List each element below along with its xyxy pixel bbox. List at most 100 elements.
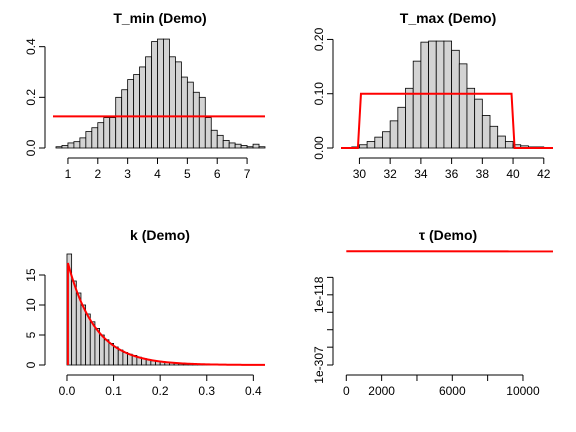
panel-k-bar: [122, 351, 128, 366]
panel-t-max: T_max (Demo) 30 32 34 36 38 40 42 0.00 0.10 0.20: [312, 10, 553, 181]
panel-k-title: k (Demo): [130, 227, 190, 243]
panel-t-min-y-tick-label: 0.0: [24, 139, 38, 156]
panel-k-bar: [85, 313, 91, 366]
panel-k-x-tick-label: 0.3: [198, 384, 215, 398]
panel-t-min-bar: [73, 141, 81, 149]
panel-tau-title: τ (Demo): [419, 227, 477, 243]
panel-t-max-bar: [359, 144, 368, 149]
panel-tau-x-tick-label: 6000: [439, 384, 466, 398]
panel-t-min-bar: [246, 146, 254, 149]
panel-k-bar: [94, 327, 100, 366]
panel-t-max-y-tick-label: 0.10: [312, 82, 326, 106]
panel-t-min-bar: [157, 38, 164, 149]
panel-t-max-bar: [412, 60, 422, 149]
panel-t-max-bar: [374, 136, 383, 149]
panel-t-max-bar: [366, 141, 376, 149]
panel-t-max-red-curve: [341, 92, 553, 149]
panel-t-max-bar: [382, 131, 391, 149]
panel-t-max-density-curve: [341, 92, 553, 149]
panel-t-max-bar: [389, 120, 399, 149]
panel-k-bar: [71, 280, 77, 366]
panel-t-min-bar: [79, 137, 87, 149]
panel-t-min-x-tick-label: 1: [65, 167, 72, 181]
panel-t-min-bar: [139, 66, 146, 149]
panel-t-max-y-tick-label: 0.00: [312, 136, 326, 160]
panel-tau-y-axis: 1e-118 1e-307: [312, 276, 334, 384]
panel-k-y-axis: 0 5 10 15: [24, 268, 46, 368]
panel-t-max-bar: [458, 63, 468, 149]
panel-t-min-bar: [216, 134, 224, 149]
panel-t-min-bar: [151, 41, 158, 149]
panel-t-max-x-tick-label: 38: [476, 167, 490, 181]
panel-t-max-x-tick-label: 36: [445, 167, 459, 181]
panel-k-density-curve: [66, 262, 265, 366]
panel-t-max-title: T_max (Demo): [400, 10, 496, 26]
panel-t-max-y-axis: 0.00 0.10 0.20: [312, 27, 334, 160]
panel-t-min-bar: [198, 96, 206, 149]
panel-t-max-bar: [420, 41, 429, 149]
panel-t-min-bar: [55, 146, 63, 149]
panel-k-bar: [108, 342, 114, 366]
panel-k-bar: [103, 339, 110, 366]
panel-t-max-x-tick-label: 40: [506, 167, 520, 181]
panel-k-x-tick-label: 0.4: [245, 384, 262, 398]
panel-t-min-x-tick-label: 3: [124, 167, 131, 181]
panel-t-min-bar: [169, 56, 176, 149]
panel-t-max-x-tick-label: 32: [383, 167, 397, 181]
panel-t-max-bar: [451, 49, 460, 149]
panel-tau-x-tick-label: 2000: [368, 384, 395, 398]
panel-k-bar: [75, 292, 82, 366]
panel-t-min-x-tick-label: 7: [244, 167, 251, 181]
panel-t-min-bar: [121, 89, 129, 149]
panel-t-min-bar: [67, 142, 75, 149]
panel-t-min-bars: [55, 38, 266, 149]
panel-t-min-bar: [204, 117, 212, 149]
panel-t-min-bar: [109, 117, 117, 149]
panel-t-min-bar: [258, 146, 266, 149]
panel-tau-x-axis: 0 2000 6000 10000: [343, 374, 540, 398]
panel-t-min-bar: [192, 91, 200, 149]
panel-t-min-y-axis: 0.0 0.2 0.4: [24, 38, 46, 156]
panel-t-min-bar: [180, 76, 188, 149]
panel-t-max-bar: [489, 125, 499, 149]
panel-k-bar: [99, 334, 105, 366]
panel-t-min-x-tick-label: 4: [154, 167, 161, 181]
panel-t-min-bar: [145, 56, 152, 149]
panel-k-bar: [89, 321, 96, 366]
panel-t-max-bar: [497, 135, 506, 149]
panel-t-min-y-tick-label: 0.4: [24, 38, 38, 55]
panel-t-min-bar: [228, 142, 236, 149]
panel-t-max-bar: [481, 115, 491, 149]
panel-k-y-tick-label: 5: [24, 331, 38, 338]
panel-t-min-bar: [163, 38, 170, 149]
panel-t-min-bar: [85, 131, 93, 149]
panel-t-min-bar: [103, 117, 111, 149]
panel-t-min-bar: [97, 122, 105, 149]
panel-k-y-tick-label: 0: [24, 361, 38, 368]
panel-t-max-bar: [466, 87, 476, 149]
panel-t-min-bar: [222, 139, 230, 149]
panel-tau-y-tick-label: 1e-307: [312, 346, 326, 384]
panel-t-min-bar: [210, 129, 218, 149]
panel-t-min-bar: [91, 127, 99, 149]
panel-t-min-x-tick-label: 6: [214, 167, 221, 181]
panel-k-x-tick-label: 0.1: [105, 384, 122, 398]
panel-t-max-x-tick-label: 34: [414, 167, 428, 181]
panel-k-bar: [117, 349, 124, 366]
panel-t-min-bar: [115, 96, 123, 149]
panel-t-max-bar: [504, 141, 514, 149]
panel-t-max-bar: [397, 106, 406, 149]
panel-t-min-bar: [61, 145, 69, 149]
panel-t-min-y-tick-label: 0.2: [24, 89, 38, 106]
panel-tau: τ (Demo) 0 2000 6000 10000 1e-118 1e-307: [312, 227, 554, 398]
panel-k-red-curve: [66, 262, 265, 366]
panel-t-min-bar: [186, 81, 194, 149]
panel-tau-x-tick-label: 10000: [506, 384, 540, 398]
panel-k-x-axis: 0.0 0.1 0.2 0.3 0.4: [59, 374, 262, 398]
panel-t-max-bar: [405, 87, 414, 149]
panel-t-max-bar: [474, 98, 483, 149]
panel-t-max-y-tick-label: 0.20: [312, 27, 326, 51]
panel-t-min-bar: [252, 143, 260, 149]
panel-t-min-title: T_min (Demo): [113, 10, 206, 26]
panel-k-y-tick-label: 15: [24, 268, 38, 282]
